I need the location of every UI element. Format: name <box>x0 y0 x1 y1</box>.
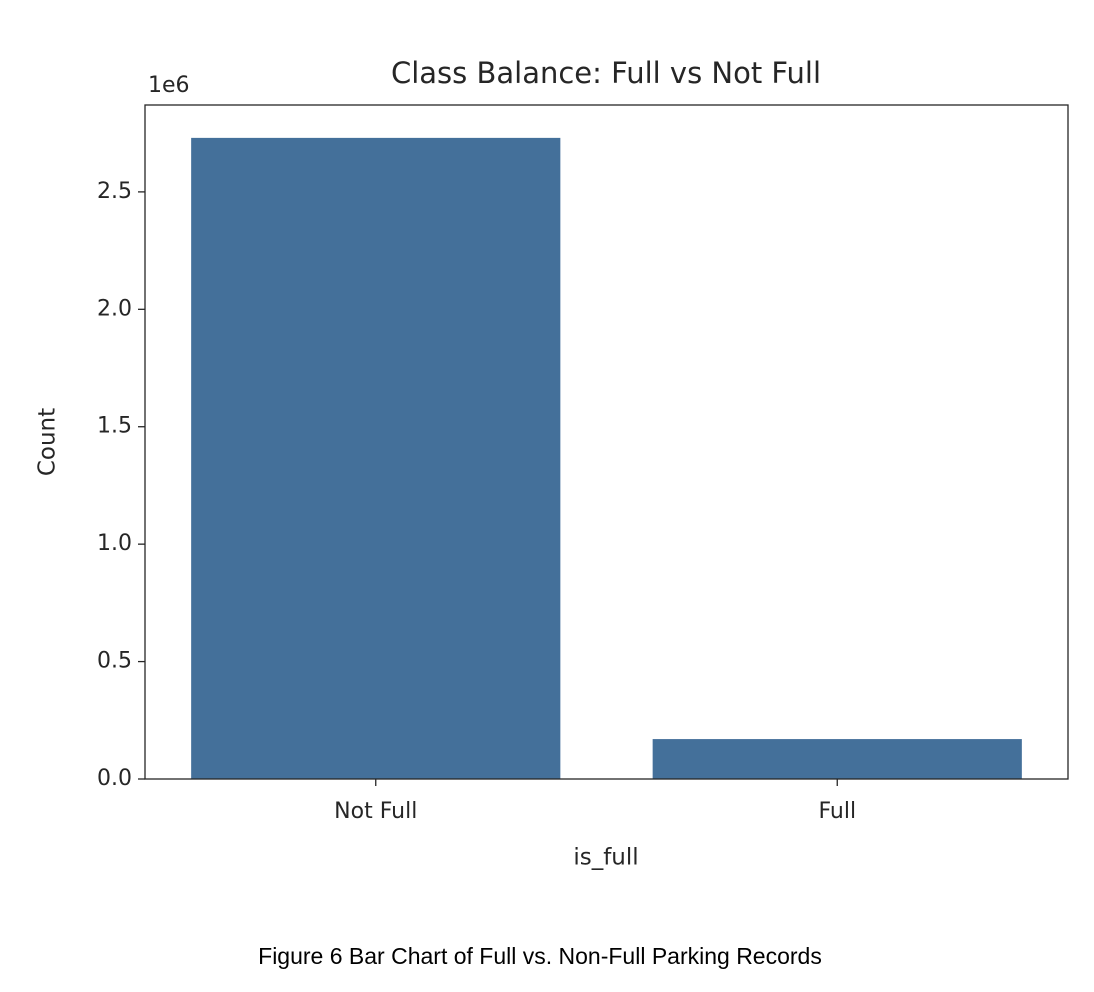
bar <box>652 739 1022 779</box>
y-tick-label: 0.0 <box>97 766 132 791</box>
y-tick-label: 2.0 <box>97 296 132 321</box>
figure-caption: Figure 6 Bar Chart of Full vs. Non-Full … <box>258 943 822 969</box>
x-tick-label: Full <box>818 799 856 824</box>
x-tick-label: Not Full <box>334 799 417 824</box>
y-axis-label: Count <box>35 408 61 476</box>
y-offset-label: 1e6 <box>148 73 190 98</box>
y-tick-label: 2.5 <box>97 179 132 204</box>
chart-title: Class Balance: Full vs Not Full <box>391 56 821 90</box>
x-axis-label: is_full <box>573 845 638 871</box>
axes-frame <box>144 104 1069 780</box>
bar <box>191 137 561 779</box>
y-tick-label: 0.5 <box>97 649 132 674</box>
y-tick-label: 1.0 <box>97 531 132 556</box>
y-tick-label: 1.5 <box>97 414 132 439</box>
